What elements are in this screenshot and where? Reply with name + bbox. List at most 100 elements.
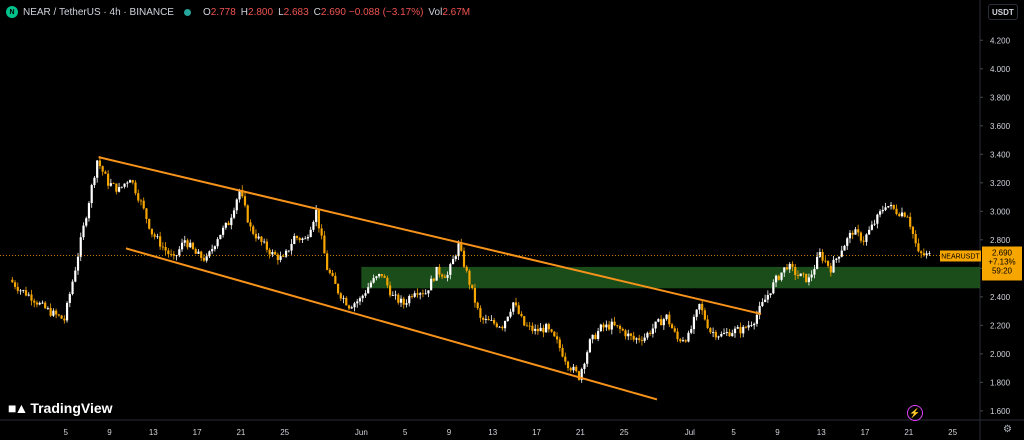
candle-body	[668, 314, 671, 325]
candle-body	[279, 256, 282, 260]
candle-body	[553, 331, 556, 337]
candle	[889, 201, 893, 210]
candle	[35, 300, 39, 308]
candle	[536, 324, 540, 335]
candle-body	[794, 266, 797, 276]
candle-body	[657, 319, 660, 322]
candlestick-series[interactable]	[11, 156, 931, 383]
candle-body	[13, 282, 17, 287]
candle-body	[438, 266, 441, 275]
candle-body	[638, 338, 641, 340]
candle	[424, 289, 427, 295]
candle	[791, 261, 794, 272]
candle-body	[506, 316, 509, 322]
candle-body	[523, 316, 526, 326]
candle-body	[824, 260, 827, 262]
candle-body	[189, 242, 192, 248]
candle-body	[24, 290, 28, 296]
candle-body	[419, 293, 422, 295]
candle	[391, 291, 394, 296]
candle-body	[167, 250, 170, 255]
near-protocol-icon[interactable]: N	[6, 6, 18, 18]
candle	[591, 334, 594, 344]
candle	[851, 230, 854, 240]
symbol-title[interactable]: NEAR / TetherUS · 4h · BINANCE	[23, 6, 174, 18]
candle	[380, 273, 383, 279]
candle-body	[156, 236, 159, 238]
candle	[903, 211, 906, 218]
candle-body	[446, 274, 449, 278]
candle	[503, 320, 507, 332]
candle-body	[643, 337, 646, 341]
candle-body	[624, 330, 627, 337]
candle	[785, 264, 789, 271]
candle	[717, 335, 720, 340]
candle-body	[405, 303, 408, 305]
candle	[435, 266, 438, 281]
candle	[375, 275, 378, 281]
candle	[742, 324, 745, 338]
candle	[517, 302, 520, 315]
candle-body	[564, 356, 567, 362]
candle	[320, 224, 323, 240]
candle	[731, 329, 734, 337]
candle	[873, 219, 876, 227]
candle	[224, 222, 227, 230]
candle-body	[260, 236, 263, 242]
candle-body	[928, 253, 931, 255]
candle	[465, 265, 468, 273]
currency-button[interactable]: USDT	[988, 4, 1018, 20]
candle	[175, 254, 178, 261]
candle-body	[241, 189, 244, 197]
candle	[547, 322, 550, 333]
candle	[268, 247, 271, 259]
candle-body	[276, 254, 279, 260]
candle-body	[843, 245, 846, 251]
gear-icon[interactable]: ⚙	[1003, 424, 1012, 435]
trend-lines[interactable]	[98, 156, 762, 401]
market-status-icon	[183, 8, 191, 16]
candle-body	[65, 302, 69, 321]
candle	[605, 320, 608, 331]
candle-body	[911, 226, 915, 234]
candle-body	[394, 294, 397, 296]
candle	[917, 238, 920, 253]
candle	[859, 231, 863, 244]
candle	[134, 180, 137, 196]
candle-body	[145, 208, 148, 219]
candle-body	[372, 278, 375, 283]
candle	[774, 274, 778, 287]
x-tick-label: 13	[149, 428, 158, 437]
candle-body	[200, 251, 203, 258]
price-axis[interactable]: 4.200 4.000 3.800 3.600 3.400 3.200 3.000 2.800…	[980, 36, 1011, 416]
candle	[52, 308, 55, 317]
candle	[339, 292, 342, 301]
candle-body	[542, 327, 545, 333]
candle-body	[265, 241, 268, 250]
candle-body	[586, 352, 589, 364]
candle	[476, 301, 479, 310]
candle	[862, 236, 865, 246]
lightning-icon[interactable]: ⚡	[907, 405, 923, 421]
candle-body	[602, 324, 605, 328]
candle-body	[49, 308, 52, 316]
candle	[796, 270, 800, 279]
candle-body	[651, 328, 654, 334]
candle	[629, 332, 633, 341]
candle-body	[457, 243, 460, 257]
candle-body	[68, 294, 71, 303]
candle-body	[246, 205, 249, 223]
support-zone[interactable]	[361, 266, 980, 289]
time-axis[interactable]: 5 9 13 17 21 25 Jun 5 9 13 17 21 25 Jul 5 9 13 17 21 25	[63, 428, 957, 437]
candle-body	[430, 278, 433, 291]
ohlc-key: Vol	[428, 6, 443, 18]
candle-body	[903, 212, 906, 217]
candle-body	[690, 329, 693, 333]
candle-body	[583, 363, 586, 369]
candle-body	[876, 214, 879, 224]
tradingview-logo[interactable]: ■▲ TradingView	[8, 400, 113, 416]
candle-body	[295, 235, 299, 238]
ohlc-value: 2.683	[283, 6, 309, 18]
